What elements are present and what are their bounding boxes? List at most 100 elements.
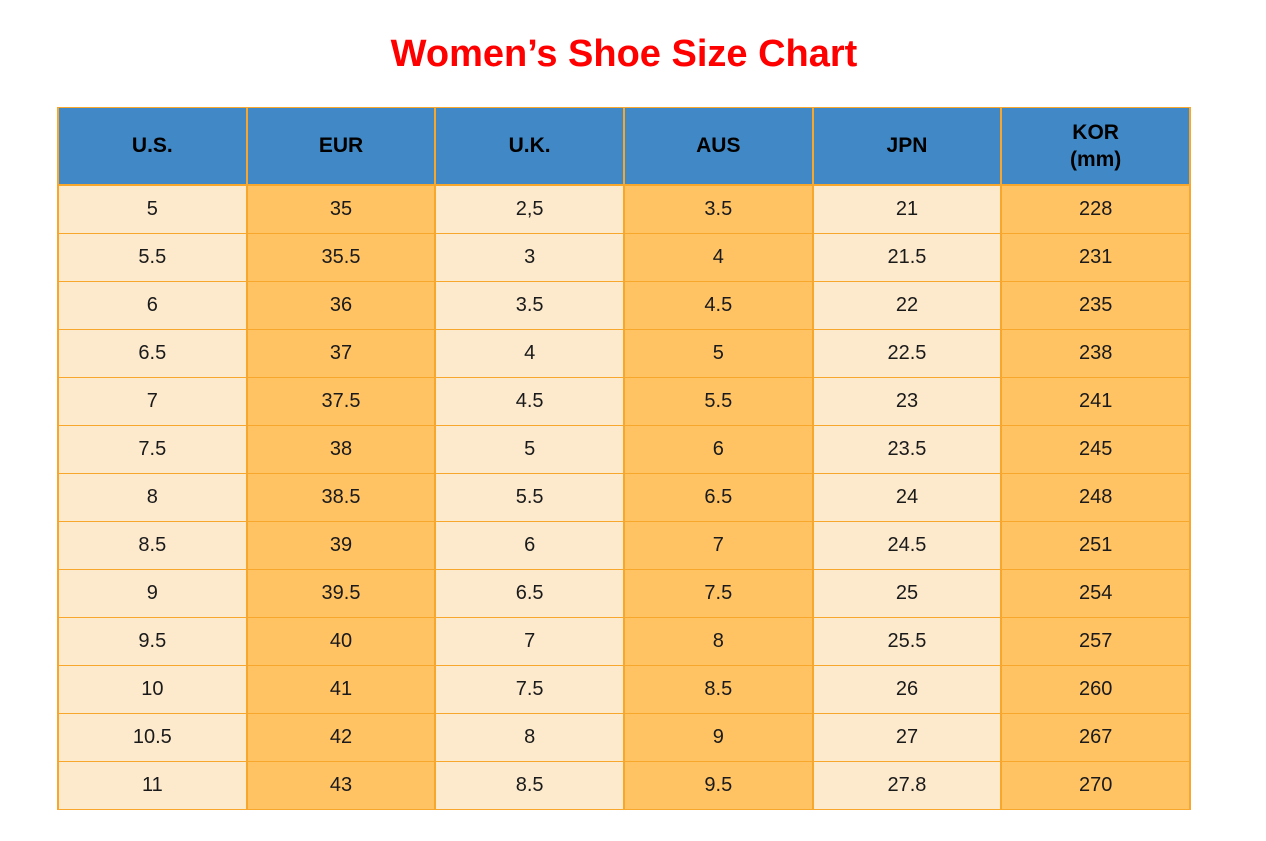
column-header-line: U.S. <box>131 134 173 158</box>
table-cell: 23.5 <box>811 424 1003 474</box>
table-cell: 6 <box>434 520 625 570</box>
table-cell: 235 <box>1000 280 1191 330</box>
table-cell: 27.8 <box>811 760 1003 810</box>
table-cell: 42 <box>245 712 437 762</box>
table-cell: 5 <box>622 328 814 378</box>
table-cell: 8.5 <box>622 664 814 714</box>
table-row: 10.5 42 8 9 27 267 <box>57 712 1191 762</box>
table-cell: 228 <box>1000 184 1191 234</box>
table-row: 9.5 40 7 8 25.5 257 <box>57 616 1191 666</box>
table-cell: 43 <box>245 760 437 810</box>
table-cell: 25 <box>811 568 1003 618</box>
table-cell: 6.5 <box>434 568 625 618</box>
table-body: 5 35 2,5 3.5 21 228 5.5 35.5 3 4 21.5 231 6 36 3.5 4.5 2… <box>57 184 1191 810</box>
column-header: U.S. <box>57 106 248 186</box>
table-row: 6 36 3.5 4.5 22 235 <box>57 280 1191 330</box>
table-row: 6.5 37 4 5 22.5 238 <box>57 328 1191 378</box>
table-cell: 26 <box>811 664 1003 714</box>
table-cell: 27 <box>811 712 1003 762</box>
table-cell: 6 <box>622 424 814 474</box>
table-cell: 245 <box>1000 424 1191 474</box>
column-header-line: (mm) <box>1069 147 1122 171</box>
table-cell: 5 <box>434 424 625 474</box>
header-row: U.S. EUR U.K. AUS JPN KOR (mm) <box>57 106 1191 186</box>
table-cell: 21 <box>811 184 1003 234</box>
table-cell: 6 <box>57 280 248 330</box>
table-cell: 238 <box>1000 328 1191 378</box>
table-row: 5 35 2,5 3.5 21 228 <box>57 184 1191 234</box>
table-cell: 7.5 <box>622 568 814 618</box>
table-cell: 270 <box>1000 760 1191 810</box>
column-header: EUR <box>245 106 437 186</box>
shoe-size-table: U.S. EUR U.K. AUS JPN KOR (mm) 5 35 2,5 3.5 21 228 5… <box>57 106 1191 810</box>
table-cell: 4.5 <box>434 376 625 426</box>
table-row: 7.5 38 5 6 23.5 245 <box>57 424 1191 474</box>
table-cell: 22.5 <box>811 328 1003 378</box>
table-cell: 5 <box>57 184 248 234</box>
table-cell: 22 <box>811 280 1003 330</box>
table-cell: 39 <box>245 520 437 570</box>
table-cell: 21.5 <box>811 232 1003 282</box>
table-cell: 7 <box>622 520 814 570</box>
table-cell: 254 <box>1000 568 1191 618</box>
column-header-line: JPN <box>886 134 928 158</box>
table-row: 5.5 35.5 3 4 21.5 231 <box>57 232 1191 282</box>
column-header-line: KOR <box>1072 120 1119 144</box>
table-cell: 24.5 <box>811 520 1003 570</box>
table-cell: 40 <box>245 616 437 666</box>
table-cell: 11 <box>57 760 248 810</box>
table-cell: 35 <box>245 184 437 234</box>
table-cell: 10 <box>57 664 248 714</box>
table-cell: 8.5 <box>434 760 625 810</box>
table-cell: 10.5 <box>57 712 248 762</box>
table-cell: 38.5 <box>245 472 437 522</box>
table-cell: 6.5 <box>57 328 248 378</box>
table-cell: 7.5 <box>57 424 248 474</box>
table-cell: 3 <box>434 232 625 282</box>
table-row: 10 41 7.5 8.5 26 260 <box>57 664 1191 714</box>
table-cell: 8 <box>434 712 625 762</box>
table-cell: 8.5 <box>57 520 248 570</box>
table-cell: 38 <box>245 424 437 474</box>
column-header-line: AUS <box>696 134 741 158</box>
column-header: JPN <box>811 106 1003 186</box>
table-cell: 241 <box>1000 376 1191 426</box>
table-cell: 3.5 <box>622 184 814 234</box>
table-cell: 24 <box>811 472 1003 522</box>
table-cell: 4 <box>622 232 814 282</box>
table-cell: 5.5 <box>622 376 814 426</box>
table-cell: 251 <box>1000 520 1191 570</box>
table-cell: 5.5 <box>434 472 625 522</box>
table-cell: 2,5 <box>434 184 625 234</box>
table-cell: 6.5 <box>622 472 814 522</box>
column-header: AUS <box>622 106 814 186</box>
table-cell: 23 <box>811 376 1003 426</box>
table-header-row: U.S. EUR U.K. AUS JPN KOR (mm) <box>57 106 1191 186</box>
table-row: 8 38.5 5.5 6.5 24 248 <box>57 472 1191 522</box>
table-cell: 37 <box>245 328 437 378</box>
table-cell: 257 <box>1000 616 1191 666</box>
table-cell: 5.5 <box>57 232 248 282</box>
table-cell: 9.5 <box>57 616 248 666</box>
table-cell: 35.5 <box>245 232 437 282</box>
table-cell: 36 <box>245 280 437 330</box>
table-cell: 7 <box>434 616 625 666</box>
table-cell: 37.5 <box>245 376 437 426</box>
column-header-line: EUR <box>318 134 364 158</box>
table-cell: 8 <box>57 472 248 522</box>
column-header-line: U.K. <box>508 134 551 158</box>
table-cell: 4.5 <box>622 280 814 330</box>
table-row: 7 37.5 4.5 5.5 23 241 <box>57 376 1191 426</box>
table-cell: 4 <box>434 328 625 378</box>
table-cell: 9 <box>622 712 814 762</box>
table-cell: 9.5 <box>622 760 814 810</box>
table-cell: 7.5 <box>434 664 625 714</box>
table-cell: 260 <box>1000 664 1191 714</box>
table-cell: 3.5 <box>434 280 625 330</box>
table-cell: 267 <box>1000 712 1191 762</box>
column-header: KOR (mm) <box>1000 106 1191 186</box>
table-cell: 9 <box>57 568 248 618</box>
column-header: U.K. <box>434 106 625 186</box>
table-row: 9 39.5 6.5 7.5 25 254 <box>57 568 1191 618</box>
table-cell: 8 <box>622 616 814 666</box>
